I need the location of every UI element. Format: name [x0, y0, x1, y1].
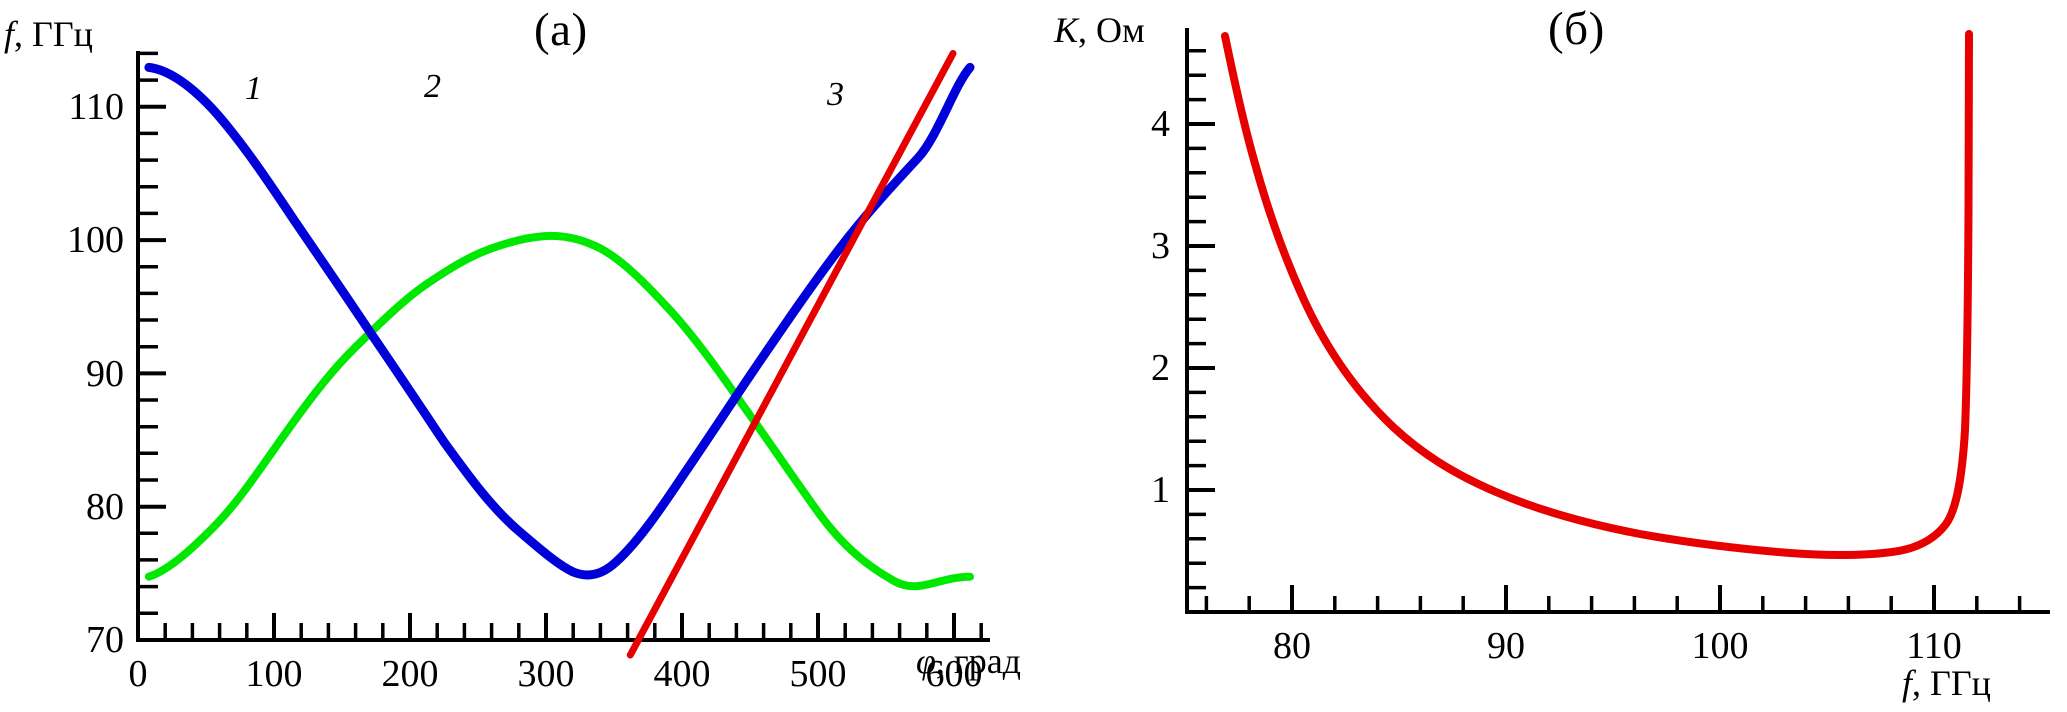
panel-a-x-axis-symbol: φ: [916, 641, 936, 681]
panel-b-xtick-90: 90: [1487, 625, 1525, 667]
panel-b-ytick-3: 3: [1151, 225, 1170, 267]
panel-b-x-axis-symbol: f: [1902, 663, 1913, 703]
panel-b-y-axis-label: K, Ом: [1054, 12, 1145, 48]
panel-a-y-axis-label: f, ГГц: [4, 16, 93, 52]
curve-K-red: [1221, 30, 1973, 560]
panel-a-xtick-300: 300: [517, 653, 575, 695]
panel-a-y-axis-unit: , ГГц: [14, 14, 93, 54]
panel-a-x-axis-label: φ, град: [916, 643, 1021, 679]
panel-a-y-minor-ticks: [138, 51, 158, 616]
panel-a-xtick-500: 500: [789, 653, 847, 695]
curve-1-blue: [144, 62, 975, 580]
panel-b-x-axis-unit: , ГГц: [1912, 663, 1991, 703]
panel-a-x-axis-unit: , град: [935, 641, 1021, 681]
panel-a-x-major-ticks: [136, 613, 956, 640]
panel-a-ytick-70: 70: [86, 619, 124, 661]
panel-b-xtick-110: 110: [1906, 625, 1962, 667]
panel-b-xtick-80: 80: [1273, 625, 1311, 667]
panel-a-xtick-200: 200: [381, 653, 439, 695]
curve-label-3: 3: [827, 76, 844, 113]
panel-a-ytick-90: 90: [86, 353, 124, 395]
panel-b-title: (б): [1548, 3, 1605, 55]
panel-b-ytick-4: 4: [1151, 103, 1170, 145]
panel-b-x-minor-ticks: [1204, 596, 2022, 612]
panel-b-x-axis-label: f, ГГц: [1902, 665, 1991, 701]
panel-b-ytick-1: 1: [1151, 469, 1170, 511]
panel-a-plot: [136, 50, 990, 659]
panel-a-x-minor-ticks: [163, 623, 983, 640]
panel-a-ytick-100: 100: [67, 219, 124, 261]
panel-a-ytick-110: 110: [68, 86, 124, 128]
panel-a-xtick-0: 0: [128, 653, 148, 695]
curve-3-red: [626, 50, 957, 659]
panel-a-xtick-600: 600: [925, 653, 983, 695]
panel-a-y-major-ticks: [138, 104, 166, 642]
panel-b-ytick-2: 2: [1151, 347, 1170, 389]
panel-a-y-axis-symbol: f: [4, 14, 15, 54]
panel-b-y-major-ticks: [1187, 122, 1215, 492]
panel-b-y-minor-ticks: [1187, 49, 1206, 590]
curve-label-1: 1: [245, 70, 262, 107]
panel-a-xtick-400: 400: [653, 653, 711, 695]
panel-b-xtick-100: 100: [1691, 625, 1749, 667]
panel-a-title: (a): [534, 4, 588, 56]
panel-b-x-major-ticks: [1290, 585, 1936, 612]
panel-a-ytick-80: 80: [86, 486, 124, 528]
panel-b-y-axis-symbol: K: [1054, 10, 1079, 50]
panel-b: (б) K, Ом f, ГГц 1 2 3 4 80 90 100 110: [1040, 0, 2067, 712]
panel-a-xtick-100: 100: [245, 653, 303, 695]
curve-2-green: [144, 231, 974, 591]
panel-b-y-axis-unit: , Ом: [1078, 10, 1145, 50]
panel-a-axes: [136, 51, 990, 642]
panel-a: (a) f, ГГц φ, град 70 80 90 100 110 0 10…: [4, 4, 1021, 695]
panel-b-plot: [1185, 28, 2050, 614]
curve-label-2: 2: [424, 68, 441, 105]
